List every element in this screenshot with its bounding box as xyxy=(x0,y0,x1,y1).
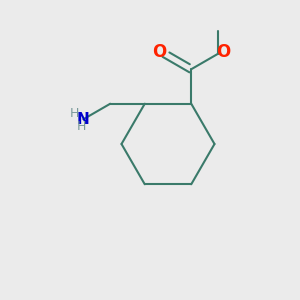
Text: O: O xyxy=(152,43,166,61)
Text: O: O xyxy=(216,43,231,61)
Text: N: N xyxy=(77,112,90,127)
Text: H: H xyxy=(77,120,86,133)
Text: H: H xyxy=(70,107,79,120)
